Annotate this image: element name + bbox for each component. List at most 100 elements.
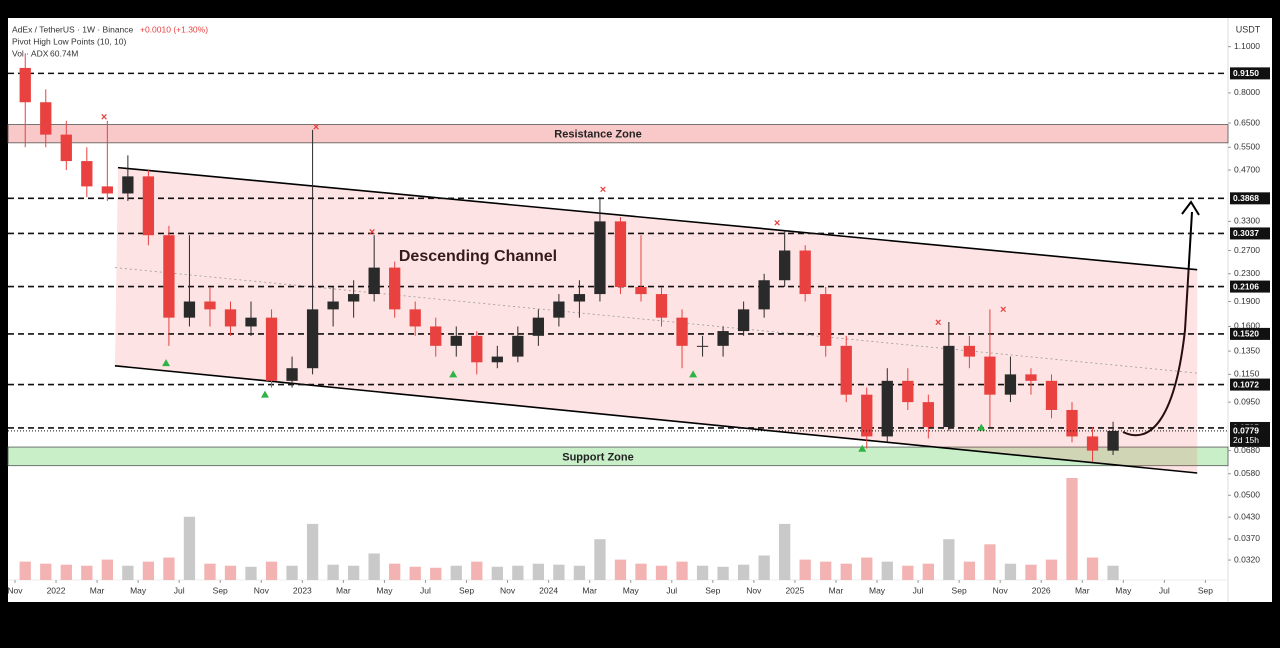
- x-tick-label: 2023: [293, 585, 312, 595]
- candle-body: [573, 294, 586, 302]
- volume-bar: [204, 563, 216, 580]
- pivot-high: ×: [1000, 304, 1006, 316]
- candle-body: [1086, 436, 1099, 451]
- candle-body: [614, 221, 627, 287]
- candle-body: [327, 301, 339, 310]
- x-tick-label: 2024: [539, 585, 558, 595]
- y-tick-label: 0.0500: [1234, 490, 1260, 500]
- volume-bar: [40, 563, 52, 580]
- volume-bar: [286, 565, 298, 580]
- candle-body: [265, 317, 278, 381]
- volume-bar: [163, 557, 175, 580]
- y-tick-label: 0.0430: [1234, 511, 1260, 521]
- candle-body: [347, 294, 360, 302]
- projection-arrow: [1122, 211, 1193, 437]
- level-label: 0.1072: [1233, 379, 1259, 389]
- x-tick-label: Jul: [420, 585, 431, 595]
- volume-bar: [142, 561, 155, 580]
- candle-body: [655, 294, 668, 318]
- x-tick-label: Nov: [746, 585, 762, 595]
- y-tick-label: 0.1900: [1234, 296, 1260, 306]
- x-tick-label: Jul: [174, 585, 185, 595]
- volume-bar: [881, 561, 893, 580]
- pivot-low: [858, 444, 867, 452]
- volume-bar: [758, 555, 770, 580]
- level-box: [1230, 67, 1270, 80]
- volume-bar: [1045, 559, 1058, 580]
- candle-body: [532, 317, 545, 336]
- pivot-low: [449, 370, 458, 378]
- candle-body: [1066, 409, 1078, 437]
- candle-body: [512, 335, 524, 357]
- level-box: [1230, 327, 1270, 340]
- legend: AdEx / TetherUS · 1W · Binance +0.0010 (…: [12, 24, 208, 58]
- level-box: [1230, 378, 1270, 391]
- zone-label: Support Zone: [562, 451, 634, 463]
- volume-bar: [389, 563, 401, 580]
- candle-body: [696, 345, 709, 347]
- candle-body: [635, 286, 647, 295]
- volume-bar: [1025, 564, 1037, 580]
- y-tick-label: 0.3300: [1234, 216, 1260, 226]
- candle-body: [409, 309, 421, 327]
- volume-bar: [122, 565, 134, 580]
- level-label: 0.2106: [1233, 281, 1259, 291]
- y-tick-label: 0.4700: [1234, 164, 1260, 174]
- arrow-head: [1181, 200, 1200, 216]
- volume-bar: [245, 566, 257, 580]
- y-tick-label: 0.1350: [1234, 345, 1260, 355]
- x-tick-label: 2022: [47, 585, 66, 595]
- countdown: 2d 15h: [1233, 435, 1259, 445]
- x-tick-label: Jul: [666, 585, 677, 595]
- volume-bar: [224, 565, 237, 580]
- channel-upper: [117, 166, 1198, 271]
- candle-body: [389, 267, 401, 310]
- level-label: 0.1520: [1233, 329, 1259, 339]
- candle-body: [779, 250, 791, 281]
- volume-bar: [409, 566, 421, 580]
- candle-body: [1004, 374, 1017, 395]
- candle-body: [799, 250, 811, 295]
- y-tick-label: 0.0580: [1234, 468, 1260, 478]
- level-label: 0.9150: [1233, 68, 1259, 78]
- candle-body: [717, 331, 729, 346]
- x-tick-label: Sep: [705, 585, 720, 595]
- level-box: [1230, 280, 1270, 293]
- candle-body: [430, 326, 442, 346]
- candle-body: [553, 301, 565, 318]
- candle-body: [450, 335, 462, 346]
- volume-value: 60.74M: [50, 48, 78, 58]
- volume-bar: [532, 563, 545, 580]
- last-price-box: [1230, 424, 1270, 447]
- volume-bar: [512, 565, 524, 580]
- candle-body: [676, 317, 688, 346]
- volume-bar: [737, 564, 750, 580]
- candle-body: [245, 317, 257, 327]
- candle-body: [491, 356, 503, 363]
- x-tick-label: Sep: [213, 585, 228, 595]
- y-tick-label: 0.1150: [1234, 369, 1260, 379]
- candle-body: [368, 267, 380, 295]
- channel-label: Descending Channel: [399, 248, 557, 265]
- volume-bar: [1066, 478, 1078, 580]
- candle-body: [471, 335, 483, 363]
- candle-body: [1025, 374, 1037, 381]
- volume-bar: [635, 563, 647, 580]
- candle-body: [163, 235, 175, 318]
- volume-bar: [594, 539, 606, 580]
- candle-body: [861, 394, 873, 437]
- pivot-high: ×: [600, 184, 606, 196]
- zone-label: Resistance Zone: [554, 129, 641, 141]
- x-tick-label: Mar: [1075, 585, 1090, 595]
- candle-body: [1045, 380, 1058, 410]
- y-tick-label: 0.0950: [1234, 396, 1260, 406]
- pivot-high: ×: [313, 122, 319, 134]
- volume-bar: [19, 561, 31, 580]
- chart-area: [8, 18, 1272, 602]
- pivot-low: [260, 390, 269, 398]
- volume-bar: [717, 566, 729, 580]
- level-box: [1230, 192, 1270, 205]
- volume-bar: [840, 563, 852, 580]
- candle-body: [142, 176, 155, 236]
